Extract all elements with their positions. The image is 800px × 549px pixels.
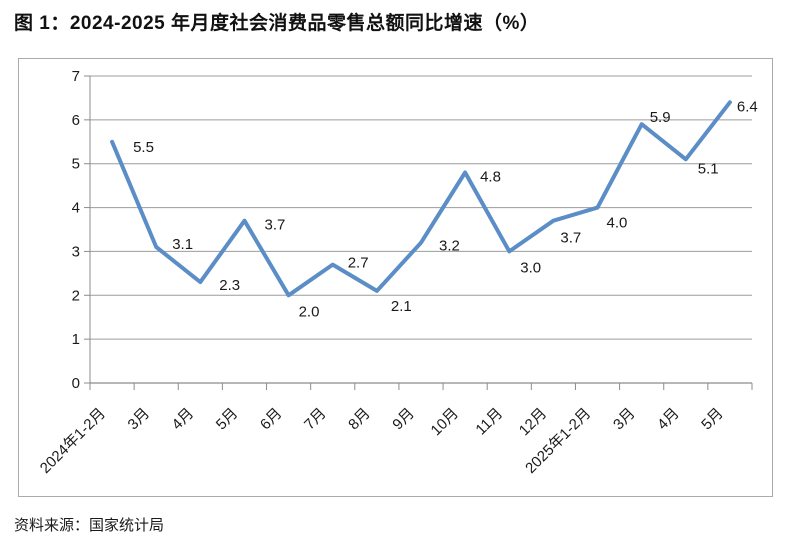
source-note: 资料来源：国家统计局	[14, 517, 165, 534]
data-label-4: 2.0	[299, 303, 320, 320]
x-axis-label-9: 11月	[472, 405, 506, 439]
y-axis-label-7: 7	[72, 68, 80, 85]
y-axis-label-2: 2	[72, 287, 80, 304]
x-axis-label-12: 3月	[610, 405, 639, 434]
x-axis-label-14: 5月	[698, 405, 727, 434]
data-label-14: 6.4	[737, 98, 758, 115]
line-chart-canvas: 0 1 2 3 4 5 6 7 2024年1-2月 3月 4月 5月 6月 7月 8月 9月 10月 11月 12月…	[37, 68, 758, 477]
x-axis-label-13: 4月	[654, 405, 683, 434]
y-axis-label-5: 5	[72, 156, 80, 173]
y-axis-label-3: 3	[72, 243, 80, 260]
x-axis-label-10: 12月	[516, 405, 550, 439]
data-label-10: 3.7	[560, 230, 581, 247]
x-axis-label-6: 8月	[345, 405, 374, 434]
y-axis-label-1: 1	[72, 331, 80, 348]
data-label-11: 4.0	[607, 215, 628, 232]
series-line	[110, 100, 732, 298]
data-label-7: 3.2	[439, 238, 460, 255]
x-axis-label-2: 4月	[169, 405, 198, 434]
data-label-5: 2.7	[348, 255, 369, 272]
y-axis-label-4: 4	[72, 200, 80, 217]
x-axis-label-7: 9月	[389, 405, 418, 434]
data-label-12: 5.9	[650, 109, 671, 126]
x-axis-label-5: 7月	[301, 405, 330, 434]
data-label-2: 2.3	[219, 277, 240, 294]
data-label-3: 3.7	[265, 217, 286, 234]
data-label-0: 5.5	[133, 139, 154, 156]
chart-title: 图 1：2024-2025 年月度社会消费品零售总额同比增速（%）	[14, 13, 540, 34]
data-label-13: 5.1	[698, 160, 719, 177]
y-axis-label-6: 6	[72, 112, 80, 129]
data-label-9: 3.0	[520, 259, 541, 276]
chart-frame: 0 1 2 3 4 5 6 7 2024年1-2月 3月 4月 5月 6月 7月 8月 9月 10月 11月 12月…	[18, 58, 773, 497]
x-axis-label-8: 10月	[428, 405, 462, 439]
x-axis-label-4: 6月	[257, 405, 286, 434]
data-label-8: 4.8	[480, 169, 501, 186]
y-axis-label-0: 0	[72, 375, 80, 392]
x-axis-label-3: 5月	[213, 405, 242, 434]
x-axis-label-0: 2024年1-2月	[37, 405, 109, 477]
x-axis-label-1: 3月	[125, 405, 154, 434]
data-label-1: 3.1	[172, 236, 193, 253]
data-label-6: 2.1	[391, 298, 412, 315]
